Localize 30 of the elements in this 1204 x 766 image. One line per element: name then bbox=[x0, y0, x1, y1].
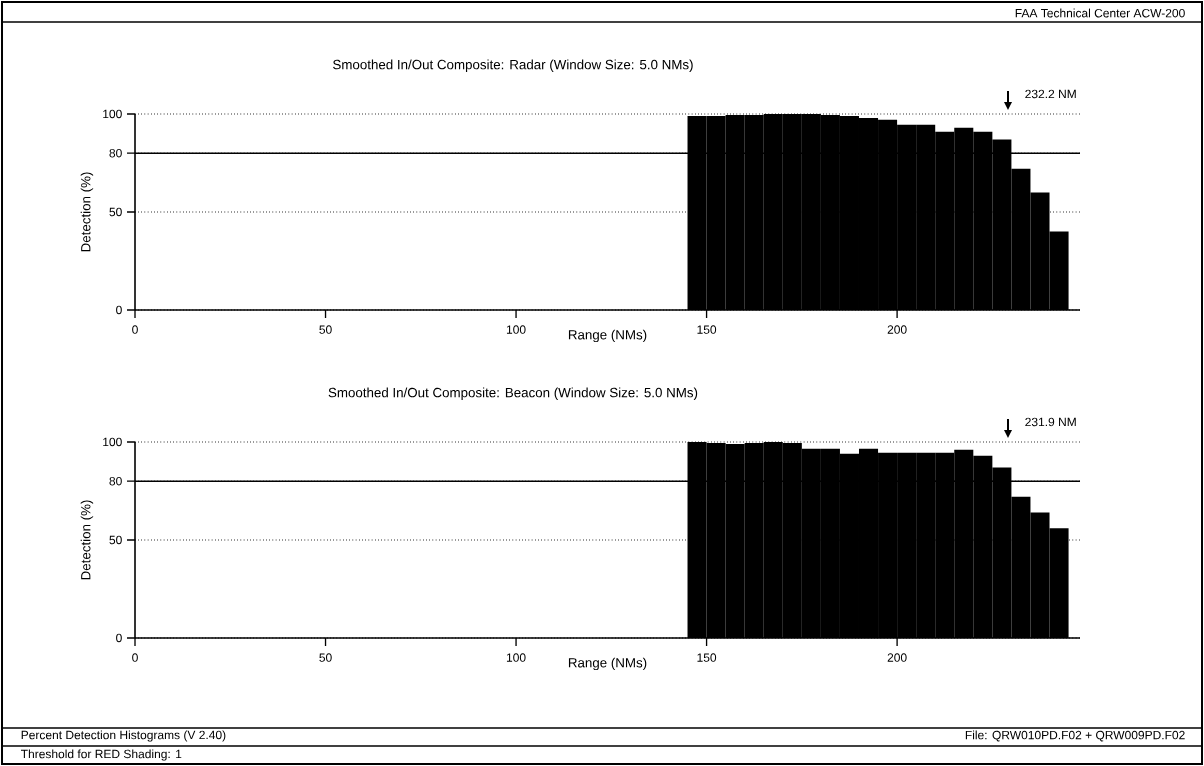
y-axis-title: Detection (%) bbox=[80, 500, 94, 580]
x-tick-label: 50 bbox=[319, 653, 332, 662]
x-tick-label: 50 bbox=[319, 325, 332, 334]
y-tick-label: 0 bbox=[116, 633, 122, 643]
y-tick-label: 100 bbox=[103, 109, 122, 119]
y-tick-label: 50 bbox=[109, 207, 122, 217]
text: File: QRW010PD.F02 + QRW009PD.F02 bbox=[965, 730, 1185, 742]
y-tick-label: 100 bbox=[103, 437, 122, 447]
x-tick-label: 100 bbox=[506, 653, 526, 662]
y-tick-label: 0 bbox=[116, 305, 122, 315]
y-tick-label: 80 bbox=[109, 148, 122, 158]
x-axis-title: Range (NMs) bbox=[568, 329, 647, 343]
x-tick-label: 100 bbox=[506, 325, 526, 334]
x-axis-title: Range (NMs) bbox=[568, 657, 647, 671]
text: Percent Detection Histograms (V 2.40) bbox=[21, 730, 226, 742]
x-tick-label: 200 bbox=[887, 325, 907, 334]
x-tick-label: 150 bbox=[697, 325, 717, 334]
chart-title: Smoothed In/Out Composite: Beacon (Window Size: 5.0 NMs) bbox=[328, 387, 698, 400]
text: FAA Technical Center ACW-200 bbox=[1015, 8, 1185, 18]
y-tick-label: 80 bbox=[109, 476, 122, 486]
x-tick-label: 0 bbox=[132, 653, 138, 662]
chart-title: Smoothed In/Out Composite: Radar (Window Size: 5.0 NMs) bbox=[333, 59, 693, 72]
x-tick-label: 150 bbox=[697, 653, 717, 662]
text: 231.9 NM bbox=[1025, 417, 1076, 427]
x-tick-label: 0 bbox=[132, 325, 138, 334]
y-tick-label: 50 bbox=[109, 535, 122, 545]
text: Threshold for RED Shading: 1 bbox=[20, 749, 182, 761]
x-tick-label: 200 bbox=[887, 653, 907, 662]
text: 232.2 NM bbox=[1025, 89, 1076, 99]
y-axis-title: Detection (%) bbox=[80, 172, 94, 252]
